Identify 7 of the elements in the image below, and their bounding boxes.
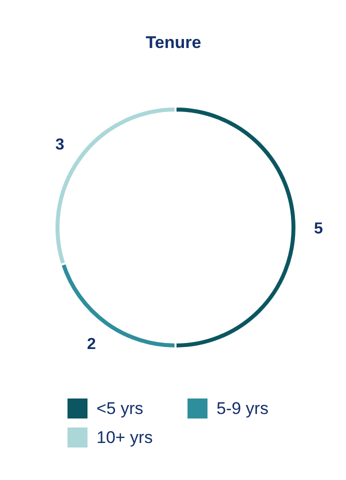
data-label: 5	[314, 220, 324, 238]
chart-title: Tenure	[146, 33, 202, 52]
data-label: 3	[55, 136, 64, 154]
legend-label: 10+ yrs	[96, 428, 153, 447]
legend-label: 5-9 yrs	[216, 399, 268, 418]
legend-label: <5 yrs	[96, 399, 144, 418]
data-label: 2	[86, 336, 96, 354]
